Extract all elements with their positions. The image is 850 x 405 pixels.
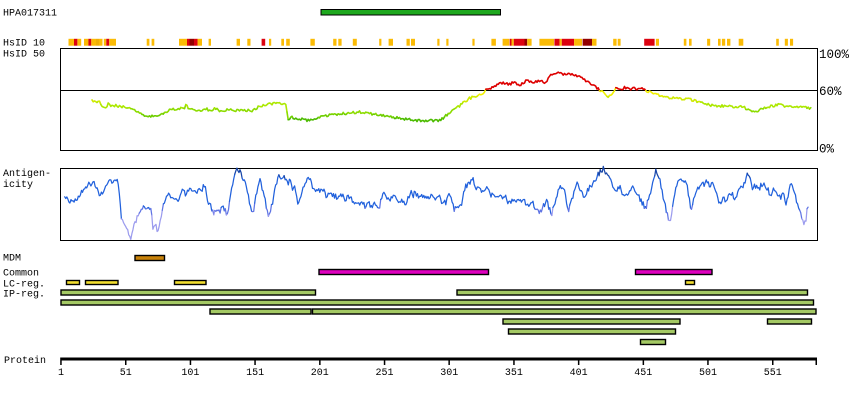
svg-text:60%: 60% — [819, 85, 842, 99]
svg-text:Common: Common — [3, 268, 39, 279]
svg-text:251: 251 — [375, 368, 393, 379]
svg-text:451: 451 — [634, 368, 652, 379]
svg-text:MDM: MDM — [3, 253, 21, 264]
svg-text:101: 101 — [181, 368, 199, 379]
svg-text:151: 151 — [246, 368, 264, 379]
svg-text:HsID 10: HsID 10 — [3, 39, 45, 50]
svg-text:LC-reg.: LC-reg. — [3, 279, 45, 290]
svg-text:51: 51 — [120, 368, 132, 379]
svg-text:HsID 50: HsID 50 — [3, 50, 45, 61]
svg-text:100%: 100% — [819, 48, 850, 62]
svg-text:501: 501 — [699, 368, 717, 379]
svg-text:0%: 0% — [819, 143, 835, 157]
svg-text:Antigen-: Antigen- — [3, 168, 51, 180]
svg-text:Protein: Protein — [4, 355, 46, 367]
svg-text:icity: icity — [3, 179, 33, 191]
svg-text:301: 301 — [440, 368, 458, 379]
svg-text:IP-reg.: IP-reg. — [3, 289, 45, 300]
svg-text:1: 1 — [58, 368, 64, 379]
svg-text:HPA017311: HPA017311 — [3, 9, 57, 20]
svg-text:551: 551 — [764, 368, 782, 379]
svg-text:351: 351 — [505, 368, 523, 379]
svg-text:201: 201 — [311, 368, 329, 379]
svg-text:401: 401 — [570, 368, 588, 379]
